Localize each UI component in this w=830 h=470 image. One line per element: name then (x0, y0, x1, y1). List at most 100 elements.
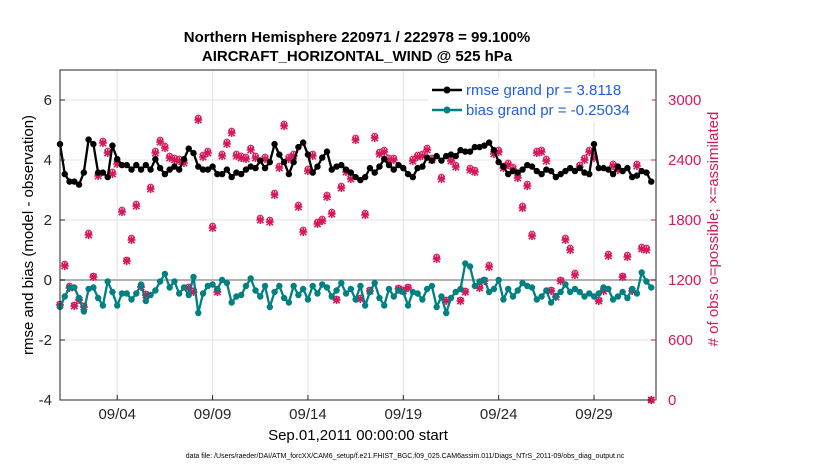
bias-point-104 (552, 293, 560, 300)
obs-assimilated-point-54 (313, 220, 322, 228)
rmse-point-2 (66, 178, 73, 185)
obs-assimilated-point-118 (618, 273, 627, 281)
bias-point-61 (347, 285, 355, 293)
obs-assimilated-point-52 (303, 167, 312, 175)
bias-point-109 (576, 288, 583, 296)
bias-point-15 (128, 296, 135, 303)
bias-point-7 (90, 284, 97, 291)
obs-assimilated-point-86 (466, 166, 475, 174)
obs-assimilated-point-14 (122, 257, 131, 265)
bias-point-102 (543, 287, 550, 294)
bias-point-86 (466, 263, 474, 270)
rmse-point-18 (142, 161, 150, 169)
bias-point-111 (586, 290, 593, 297)
rmse-point-91 (490, 146, 498, 154)
rmse-point-86 (466, 148, 474, 155)
legend-bias-marker (443, 106, 451, 114)
bias-point-107 (566, 288, 574, 296)
rmse-point-96 (514, 169, 521, 176)
bias-point-79 (433, 303, 440, 311)
obs-assimilated-point-96 (513, 174, 522, 182)
obs-assimilated-point-55 (318, 217, 327, 225)
rmse-point-1 (61, 170, 68, 178)
bias-point-57 (328, 293, 335, 300)
rmse-point-11 (109, 142, 116, 149)
bias-point-65 (366, 288, 374, 296)
obs-assimilated-point-44 (265, 218, 274, 226)
rmse-point-64 (361, 173, 369, 181)
obs-assimilated-point-62 (351, 136, 360, 144)
bias-point-67 (376, 294, 383, 302)
bias-point-23 (166, 284, 173, 291)
obs-assimilated-point-107 (566, 246, 575, 254)
obs-assimilated-point-115 (604, 252, 613, 260)
plot-area (60, 70, 656, 400)
bias-point-51 (299, 285, 307, 293)
bias-point-29 (195, 309, 202, 317)
bias-point-1 (61, 293, 68, 300)
obs-assimilated-point-21 (156, 138, 165, 146)
obs-assimilated-point-88 (475, 284, 484, 292)
y-axis-right: 0 600 1200 1800 2400 3000 (651, 92, 701, 409)
rmse-point-97 (519, 166, 526, 173)
obs-assimilated-point-23 (165, 154, 174, 162)
rmse-point-23 (166, 166, 173, 173)
rmse-point-14 (123, 161, 130, 169)
x-tick-label-4: 09/24 (480, 406, 518, 423)
rmse-point-7 (90, 140, 97, 148)
y-right-tick-label-1: 600 (668, 332, 693, 349)
obs-assimilated-point-20 (151, 149, 160, 157)
bias-point-53 (309, 282, 316, 290)
bias-point-52 (304, 296, 312, 303)
bias-point-8 (94, 294, 102, 302)
rmse-point-52 (304, 151, 312, 158)
rmse-point-74 (409, 173, 417, 181)
rmse-point-3 (71, 178, 78, 185)
legend: rmse grand pr = 3.8118 bias grand pr = -… (428, 78, 652, 122)
bias-point-82 (447, 294, 455, 302)
bias-point-27 (185, 291, 192, 299)
bias-point-96 (514, 287, 521, 294)
y-axis-left: -4 -2 0 2 4 6 (39, 92, 65, 409)
y-left-tick-label-0: -4 (39, 392, 52, 409)
obs-assimilated-point-36 (227, 129, 236, 137)
obs-assimilated-point-47 (280, 122, 289, 130)
bias-point-105 (557, 288, 564, 296)
x-axis-label: Sep.01,2011 00:00:00 start (268, 427, 449, 444)
obs-assimilated-point-77 (423, 146, 432, 154)
bias-point-119 (624, 294, 631, 302)
rmse-point-121 (633, 172, 641, 179)
obs-assimilated-point-28 (189, 288, 198, 296)
obs-assimilated-point-41 (251, 154, 260, 162)
rmse-point-78 (428, 157, 436, 164)
rmse-point-42 (257, 157, 264, 164)
rmse-point-55 (319, 154, 326, 161)
bias-point-117 (614, 293, 622, 300)
bias-point-99 (528, 284, 536, 291)
obs-assimilated-point-79 (432, 255, 441, 263)
obs-assimilated-point-10 (103, 149, 112, 157)
bias-point-101 (538, 293, 545, 300)
bias-point-47 (280, 294, 288, 302)
obs-assimilated-point-103 (547, 287, 556, 295)
bias-point-97 (519, 279, 526, 287)
rmse-point-33 (214, 170, 221, 178)
bias-point-39 (242, 282, 250, 290)
obs-assimilated-point-51 (299, 228, 308, 236)
bias-point-56 (323, 284, 331, 291)
rmse-point-93 (500, 163, 507, 170)
x-tick-label-1: 09/09 (194, 406, 232, 423)
rmse-point-89 (481, 142, 488, 149)
bias-point-32 (209, 281, 216, 288)
rmse-point-87 (471, 143, 479, 151)
rmse-point-108 (571, 167, 579, 175)
obs-assimilated-point-108 (570, 271, 579, 279)
bias-point-42 (257, 293, 264, 300)
bias-point-41 (252, 287, 259, 294)
obs-assimilated-point-121 (632, 162, 641, 170)
obs-assimilated-point-73 (404, 284, 413, 292)
obs-assimilated-point-64 (361, 211, 370, 219)
bias-point-70 (390, 293, 397, 300)
bias-point-40 (247, 275, 254, 282)
bias-point-3 (71, 284, 78, 291)
